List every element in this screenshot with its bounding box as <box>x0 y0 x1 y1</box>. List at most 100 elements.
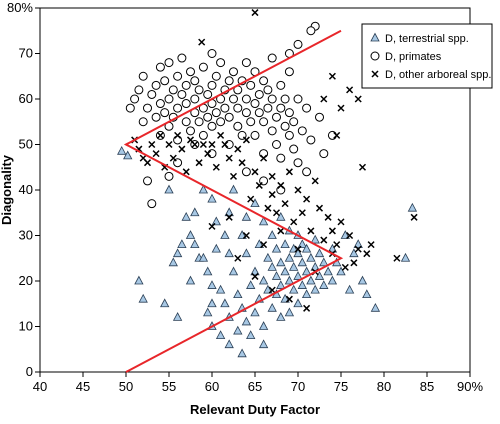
circle-point <box>173 71 183 81</box>
circle-point <box>203 112 213 122</box>
circle-point <box>276 103 286 113</box>
cross-point <box>198 38 206 46</box>
circle-point <box>181 99 191 109</box>
triangle-point <box>177 239 187 249</box>
circle-point <box>250 99 260 109</box>
cross-point <box>204 150 212 158</box>
y-tick-label: 70 <box>19 46 33 61</box>
circle-point <box>181 80 191 90</box>
cross-point <box>303 304 311 312</box>
cross-point <box>333 241 341 249</box>
triangle-point <box>293 271 303 280</box>
triangle-point <box>306 252 316 262</box>
circle-point <box>207 80 217 90</box>
triangle-point <box>267 302 277 312</box>
circle-point <box>125 103 135 113</box>
triangle-point <box>314 248 325 258</box>
triangle-point <box>224 248 234 258</box>
circle-point <box>254 108 264 118</box>
triangle-point <box>258 339 269 349</box>
circle-point <box>151 112 161 122</box>
circle-point <box>259 76 269 86</box>
circle-point <box>138 117 148 127</box>
triangle-point <box>327 275 338 285</box>
x-tick-label: 70 <box>291 379 305 394</box>
circle-point <box>229 94 238 104</box>
triangle-point <box>172 312 183 321</box>
circle-point <box>134 85 144 95</box>
cross-point <box>225 154 233 162</box>
triangle-point <box>220 230 230 239</box>
triangle-point <box>289 262 299 271</box>
triangle-point <box>362 289 372 299</box>
circle-point <box>246 117 256 127</box>
x-tick-label: 40 <box>33 379 47 394</box>
y-tick-label: 40 <box>19 182 33 197</box>
y-tick-label: 60 <box>19 91 33 106</box>
circle-point <box>155 62 165 72</box>
cross-point <box>212 163 220 171</box>
circle-point <box>224 76 234 86</box>
triangle-point <box>250 307 260 317</box>
circle-point <box>194 117 204 127</box>
triangle-point <box>353 239 363 249</box>
circle-point <box>164 94 174 104</box>
circle-point <box>155 99 165 109</box>
cross-point <box>143 159 152 167</box>
cross-point <box>217 131 225 139</box>
triangle-point <box>400 252 411 262</box>
x-tick-label: 55 <box>162 379 176 394</box>
triangle-point <box>314 271 325 280</box>
circle-point <box>267 94 277 104</box>
circle-point <box>143 103 152 113</box>
cross-point <box>156 131 164 139</box>
x-tick-label: 45 <box>76 379 90 394</box>
circle-point <box>272 112 281 122</box>
triangle-point <box>220 298 230 308</box>
triangle-point <box>198 184 209 194</box>
triangle-point <box>207 298 217 308</box>
triangle-point <box>190 207 200 217</box>
triangle-point <box>198 252 209 262</box>
x-tick-label: 90% <box>457 379 483 394</box>
circle-point <box>302 167 312 177</box>
cross-point <box>174 131 182 139</box>
triangle-point <box>280 266 290 276</box>
cross-point <box>354 245 362 253</box>
circle-point <box>216 58 226 68</box>
triangle-point <box>211 243 221 253</box>
circle-point <box>207 121 217 131</box>
triangle-point <box>237 348 247 358</box>
cross-point <box>260 154 268 162</box>
legend-cross-symbol <box>371 70 379 78</box>
triangle-point <box>263 284 273 294</box>
cross-point <box>251 9 259 17</box>
circle-point <box>160 76 170 86</box>
circle-point <box>293 39 303 49</box>
cross-point <box>333 131 341 139</box>
x-tick-label: 75 <box>334 379 348 394</box>
circle-point <box>173 103 183 113</box>
y-tick-label: 30 <box>19 228 33 243</box>
cross-point <box>328 227 336 235</box>
circle-point <box>267 53 277 63</box>
cross-point <box>294 245 302 253</box>
cross-point <box>268 191 276 199</box>
triangle-point <box>228 266 239 276</box>
triangle-point <box>289 284 299 294</box>
triangle-point <box>250 266 260 276</box>
circle-point <box>327 130 337 140</box>
cross-point <box>290 218 298 226</box>
cross-point <box>358 163 367 171</box>
circle-point <box>181 117 191 127</box>
circle-point <box>177 53 187 63</box>
cross-point <box>393 254 401 262</box>
cross-point <box>354 95 362 103</box>
cross-point <box>324 213 332 221</box>
triangle-point <box>306 275 316 285</box>
circle-point <box>241 94 251 104</box>
triangle-point <box>271 271 282 280</box>
circle-point <box>297 126 307 136</box>
circle-point <box>284 130 294 140</box>
